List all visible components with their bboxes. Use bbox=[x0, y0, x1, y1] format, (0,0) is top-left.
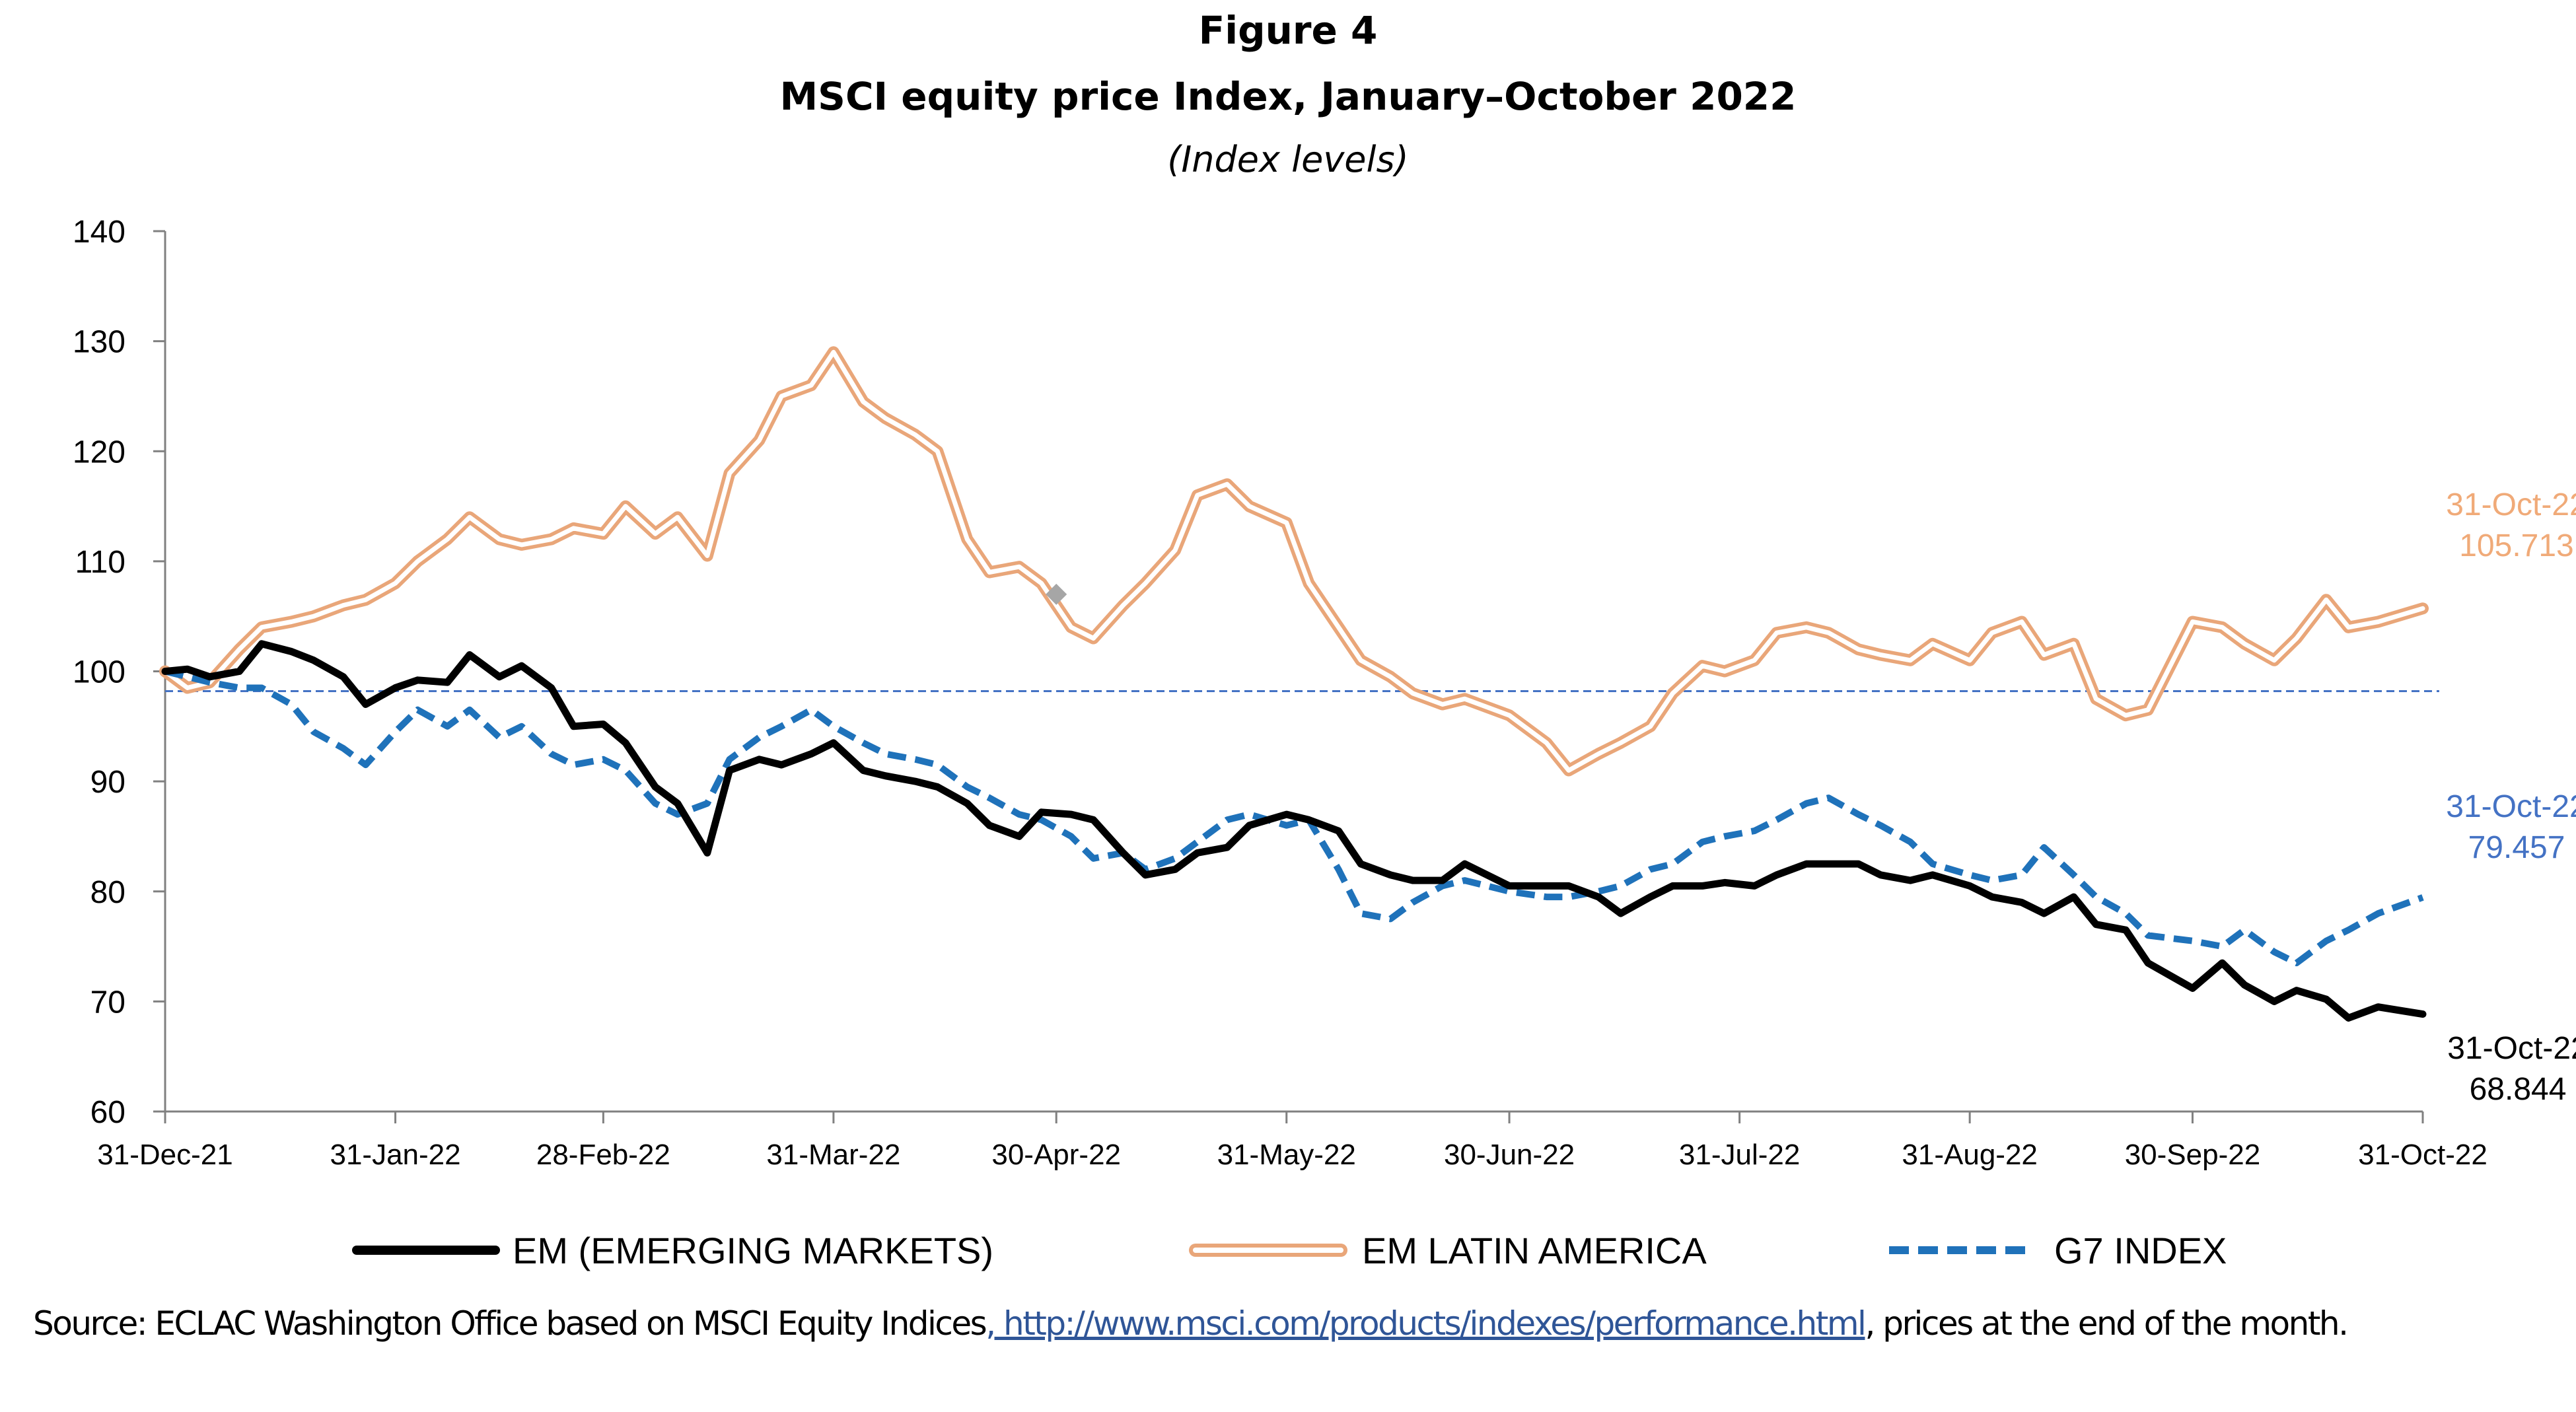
source-link[interactable]: , http://www.msci.com/products/indexes/p… bbox=[985, 1304, 1867, 1343]
x-tick-label: 31-May-22 bbox=[1217, 1139, 1356, 1171]
source-note: Source: ECLAC Washington Office based on… bbox=[33, 1304, 2556, 1343]
y-tick-label: 140 bbox=[73, 215, 125, 250]
annotation-layer: 31-Oct-22 105.713 31-Oct-22 79.457 31-Oct-22… bbox=[2446, 487, 2576, 1107]
x-tick-label: 31-Dec-21 bbox=[97, 1139, 233, 1171]
end-label-value-em-emerging-markets: 68.844 bbox=[2470, 1072, 2567, 1107]
y-tick-label: 120 bbox=[73, 435, 125, 470]
end-label-date-g7-index: 31-Oct-22 bbox=[2446, 789, 2576, 824]
legend: EM (EMERGING MARKETS) EM LATIN AMERICA G7 … bbox=[352, 1230, 2227, 1271]
series-line-g7-index bbox=[164, 668, 2424, 967]
x-tick-label: 30-Apr-22 bbox=[991, 1139, 1121, 1171]
x-tick-label: 28-Feb-22 bbox=[536, 1139, 670, 1171]
series-line-em-latin-america bbox=[159, 346, 2429, 777]
figure-label: Figure 4 bbox=[1198, 8, 1378, 53]
legend-label: G7 INDEX bbox=[2054, 1230, 2227, 1271]
series-layer bbox=[159, 346, 2429, 1022]
source-prefix: Source: ECLAC Washington Office based on… bbox=[33, 1304, 987, 1343]
x-tick-label: 31-Jan-22 bbox=[330, 1139, 460, 1171]
x-tick-label: 30-Jun-22 bbox=[1444, 1139, 1575, 1171]
y-tick-label: 90 bbox=[90, 765, 125, 800]
x-tick-label: 31-Aug-22 bbox=[1902, 1139, 2037, 1171]
y-tick-label: 110 bbox=[75, 545, 125, 580]
legend-label: EM (EMERGING MARKETS) bbox=[513, 1230, 993, 1271]
series-line-em-latin-america-core bbox=[162, 349, 2425, 773]
x-tick-label: 31-Jul-22 bbox=[1679, 1139, 1800, 1171]
axes-layer: 60 70 80 90 100 110 120 130 140 31-Dec-21 31-Jan-2… bbox=[73, 215, 2487, 1171]
x-tick-label: 30-Sep-22 bbox=[2125, 1139, 2260, 1171]
series-line-em bbox=[161, 640, 2427, 1022]
end-label-date-em-latin-america: 31-Oct-22 bbox=[2446, 487, 2576, 522]
y-tick-label: 60 bbox=[90, 1095, 125, 1130]
x-tick-label: 31-Mar-22 bbox=[766, 1139, 900, 1171]
y-tick-label: 100 bbox=[73, 655, 125, 690]
y-tick-label: 130 bbox=[73, 325, 125, 360]
end-label-value-em-latin-america: 105.713 bbox=[2459, 528, 2574, 563]
end-label-date-em-emerging-markets: 31-Oct-22 bbox=[2447, 1031, 2576, 1066]
chart-subtitle: (Index levels) bbox=[1167, 139, 1409, 180]
legend-label: EM LATIN AMERICA bbox=[1362, 1230, 1707, 1271]
x-tick-label: 31-Oct-22 bbox=[2358, 1139, 2487, 1171]
end-label-value-g7-index: 79.457 bbox=[2468, 830, 2565, 865]
chart-title: MSCI equity price Index, January–October… bbox=[779, 74, 1797, 119]
source-suffix: , prices at the end of the month. bbox=[1865, 1304, 2349, 1343]
y-tick-label: 70 bbox=[90, 985, 125, 1020]
data-point-marker bbox=[1046, 583, 1067, 605]
y-tick-label: 80 bbox=[90, 875, 125, 910]
